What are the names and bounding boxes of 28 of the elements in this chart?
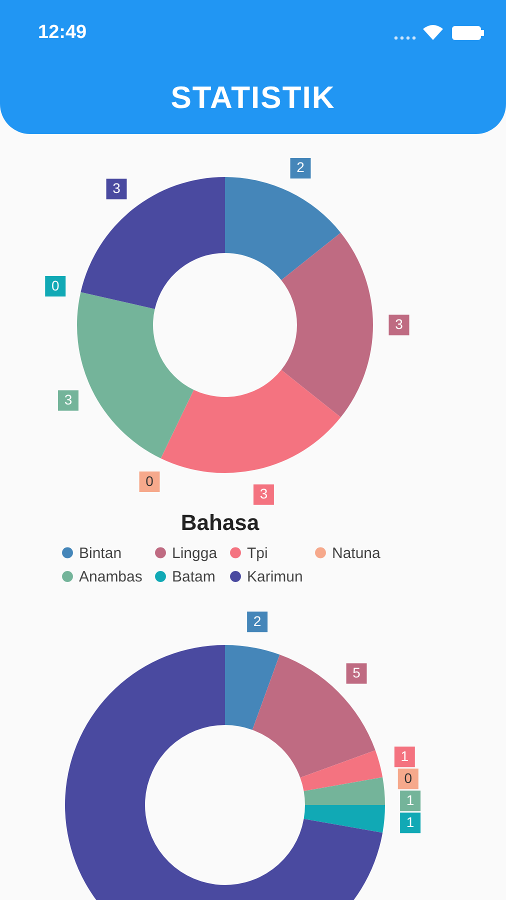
data-label: 3 <box>395 316 404 332</box>
data-label: 2 <box>296 159 305 176</box>
text: 0 <box>51 277 60 294</box>
data-label: 2 <box>253 612 262 629</box>
text: 12:49 <box>38 22 87 44</box>
legend-label: Tpi <box>247 544 268 562</box>
donut-slice <box>80 177 225 309</box>
legend-label: Natuna <box>332 544 382 562</box>
donut-slice <box>281 232 373 418</box>
legend-label: Batam <box>172 568 216 586</box>
legend-label: Karimun <box>247 568 303 586</box>
text: 0 <box>146 472 154 489</box>
data-label: 5 <box>352 664 361 680</box>
legend-label: Bintan <box>79 544 122 562</box>
legend-label: Lingga <box>172 544 218 562</box>
data-label: 3 <box>260 486 268 502</box>
data-label: 3 <box>64 391 72 408</box>
data-label: 3 <box>112 180 121 196</box>
data-label: 1 <box>406 814 414 830</box>
legend-title: Bahasa <box>180 510 260 535</box>
donut-slice <box>160 370 341 473</box>
legend-label: Anambas <box>79 568 142 586</box>
donut-slice <box>77 292 194 458</box>
data-label: 1 <box>400 748 409 764</box>
text: 0 <box>404 770 412 786</box>
data-label: 1 <box>406 792 414 808</box>
text: STATISTIK <box>170 80 336 116</box>
donut-slice <box>225 177 341 280</box>
